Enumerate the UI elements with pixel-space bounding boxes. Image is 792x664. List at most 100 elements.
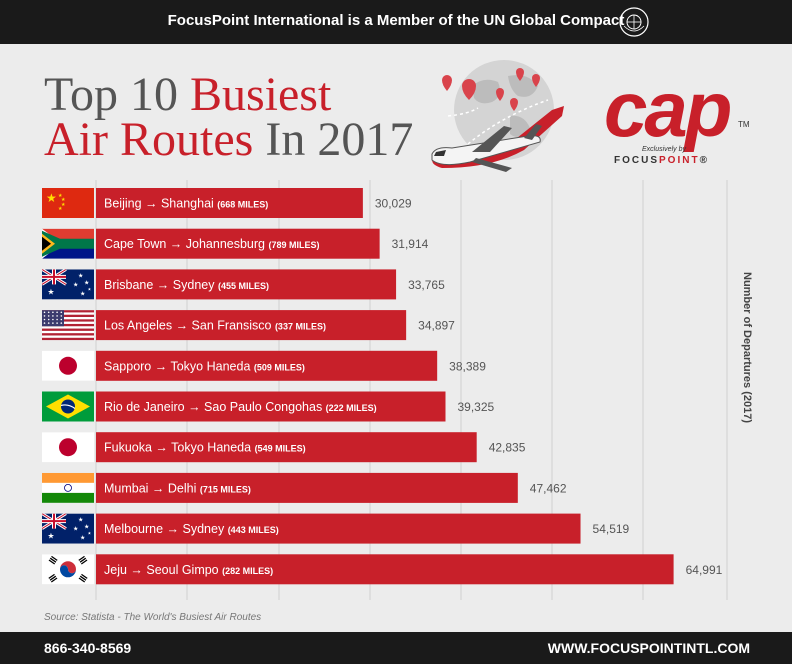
route-label: Rio de Janeiro → Sao Paulo Congohas (222… (104, 400, 377, 414)
flag-star: ★ (88, 531, 92, 536)
australia-flag-icon: ★★★ ★★★ (42, 269, 94, 300)
title-part-gray-1: Top 10 (44, 68, 190, 121)
route-label: Cape Town → Johannesburg (789 MILES) (104, 237, 319, 251)
flag-sun (59, 356, 77, 375)
route-label: Jeju → Seoul Gimpo (282 MILES) (104, 563, 273, 577)
flag-star: ★ (80, 290, 85, 297)
point-word: POINT (659, 155, 700, 166)
bar-row: Los Angeles → San Fransisco (337 MILES) 3… (42, 310, 455, 341)
flag-star: ★ (84, 279, 89, 286)
flag-star: ★ (61, 202, 66, 208)
airplane-globe-illustration (431, 60, 564, 172)
title-part-red-1: Busiest (189, 68, 332, 121)
flag-star: ★ (58, 193, 63, 199)
registered-mark: ® (699, 155, 709, 166)
flag-trigram (48, 559, 56, 565)
route-distance: (509 MILES) (254, 362, 305, 372)
flag-trigram (81, 573, 88, 579)
cap-logo: cap TM Exclusively by FOCUSPOINT® (604, 70, 754, 170)
bar (96, 269, 397, 300)
route-label: Fukuoka → Tokyo Haneda (549 MILES) (104, 441, 306, 455)
flag-trigram (51, 555, 58, 561)
data-label: 64,991 (686, 563, 723, 577)
bar (96, 554, 674, 585)
bar-row: Mumbai → Delhi (715 MILES) 47,462 (42, 472, 567, 503)
flag-trigram (78, 555, 85, 561)
phone-number: 866-340-8569 (44, 640, 132, 656)
india-flag-icon (42, 472, 94, 503)
data-label: 39,325 (457, 400, 494, 414)
title-part-gray-2: In 2017 (265, 113, 414, 166)
data-label: 42,835 (489, 441, 526, 455)
flag-trigram (79, 557, 87, 563)
logo-tagline: Exclusively by (642, 146, 686, 153)
flag-star: ★ (47, 532, 54, 541)
data-label: 38,389 (449, 359, 486, 373)
route-name: Fukuoka → Tokyo Haneda (104, 441, 255, 455)
bar-row: ★ ★★★★ Beijing → Shanghai (668 MILES) 30,02… (42, 188, 412, 218)
route-name: Beijing → Shanghai (104, 197, 217, 211)
page-title: Top 10 Busiest Air Routes In 2017 (44, 71, 413, 164)
flag-trigram (79, 575, 87, 581)
bar (96, 513, 581, 544)
japan-flag-icon (42, 432, 94, 463)
cap-wordmark: cap (604, 65, 732, 153)
bar-row: Sapporo → Tokyo Haneda (509 MILES) 38,389 (42, 350, 486, 381)
un-global-compact-icon (619, 7, 649, 37)
route-distance: (337 MILES) (275, 322, 326, 332)
flag-trigram (50, 577, 58, 583)
route-name: Brisbane → Sydney (104, 278, 218, 292)
south-korea-flag-icon (42, 554, 94, 585)
data-label: 54,519 (593, 522, 630, 536)
flag-star: ★ (84, 524, 89, 531)
axis-label-text: Number of Departures (2017) (741, 272, 753, 423)
route-distance: (455 MILES) (218, 281, 269, 291)
departures-bar-chart: ★ ★★★★ Beijing → Shanghai (668 MILES) 30,02… (42, 180, 728, 600)
flag-trigram (49, 557, 57, 563)
flag-star: ★ (47, 287, 54, 296)
focuspoint-wordmark: FOCUSPOINT® (614, 155, 709, 166)
flag-chakra (64, 483, 72, 492)
route-name: Rio de Janeiro → Sao Paulo Congohas (104, 400, 326, 414)
route-name: Melbourne → Sydney (104, 522, 228, 536)
route-distance: (282 MILES) (222, 566, 273, 576)
brazil-flag-icon (42, 391, 94, 422)
data-label: 33,765 (408, 278, 445, 292)
flag-star: ★ (61, 197, 66, 203)
data-label: 47,462 (530, 481, 567, 495)
route-name: Sapporo → Tokyo Haneda (104, 359, 254, 373)
route-distance: (668 MILES) (217, 200, 268, 210)
bar-row: Fukuoka → Tokyo Haneda (549 MILES) 42,835 (42, 432, 526, 463)
flag-star: ★ (46, 191, 57, 205)
route-distance: (222 MILES) (326, 403, 377, 413)
route-label: Beijing → Shanghai (668 MILES) (104, 197, 268, 211)
south-africa-flag-icon (42, 228, 94, 259)
route-distance: (789 MILES) (268, 240, 319, 250)
china-flag-icon: ★ ★★★★ (42, 188, 94, 218)
bar-row: ★★★ ★★★ Melbourne → Sydney (443 MILES) 54,5… (42, 513, 630, 544)
flag-star: ★ (80, 535, 85, 542)
chart-axis-label: Number of Departures (2017) (741, 272, 753, 423)
route-name: Los Angeles → San Fransisco (104, 319, 275, 333)
route-name: Mumbai → Delhi (104, 481, 200, 495)
route-distance: (549 MILES) (255, 444, 306, 454)
bar (96, 472, 518, 503)
flag-star: ★ (88, 286, 92, 291)
bar-row: Rio de Janeiro → Sao Paulo Congohas (222… (42, 391, 495, 422)
route-distance: (715 MILES) (200, 484, 251, 494)
bar (96, 432, 477, 463)
top-banner: FocusPoint International is a Member of … (0, 0, 792, 44)
bar (96, 350, 438, 381)
flag-sun (59, 438, 77, 457)
un-compact-message: FocusPoint International is a Member of … (167, 12, 625, 29)
route-distance: (443 MILES) (228, 525, 279, 535)
source-note: Source: Statista - The World's Busiest A… (44, 612, 262, 623)
route-label: Brisbane → Sydney (455 MILES) (104, 278, 269, 292)
website-link[interactable]: WWW.FOCUSPOINTINTL.COM (547, 640, 750, 656)
route-label: Los Angeles → San Fransisco (337 MILES) (104, 319, 326, 333)
route-name: Cape Town → Johannesburg (104, 237, 268, 251)
flag-star: ★ (73, 281, 78, 288)
bar (96, 228, 380, 259)
flag-star: ★ (73, 526, 78, 533)
bar-row: Jeju → Seoul Gimpo (282 MILES) 64,991 (42, 554, 723, 585)
